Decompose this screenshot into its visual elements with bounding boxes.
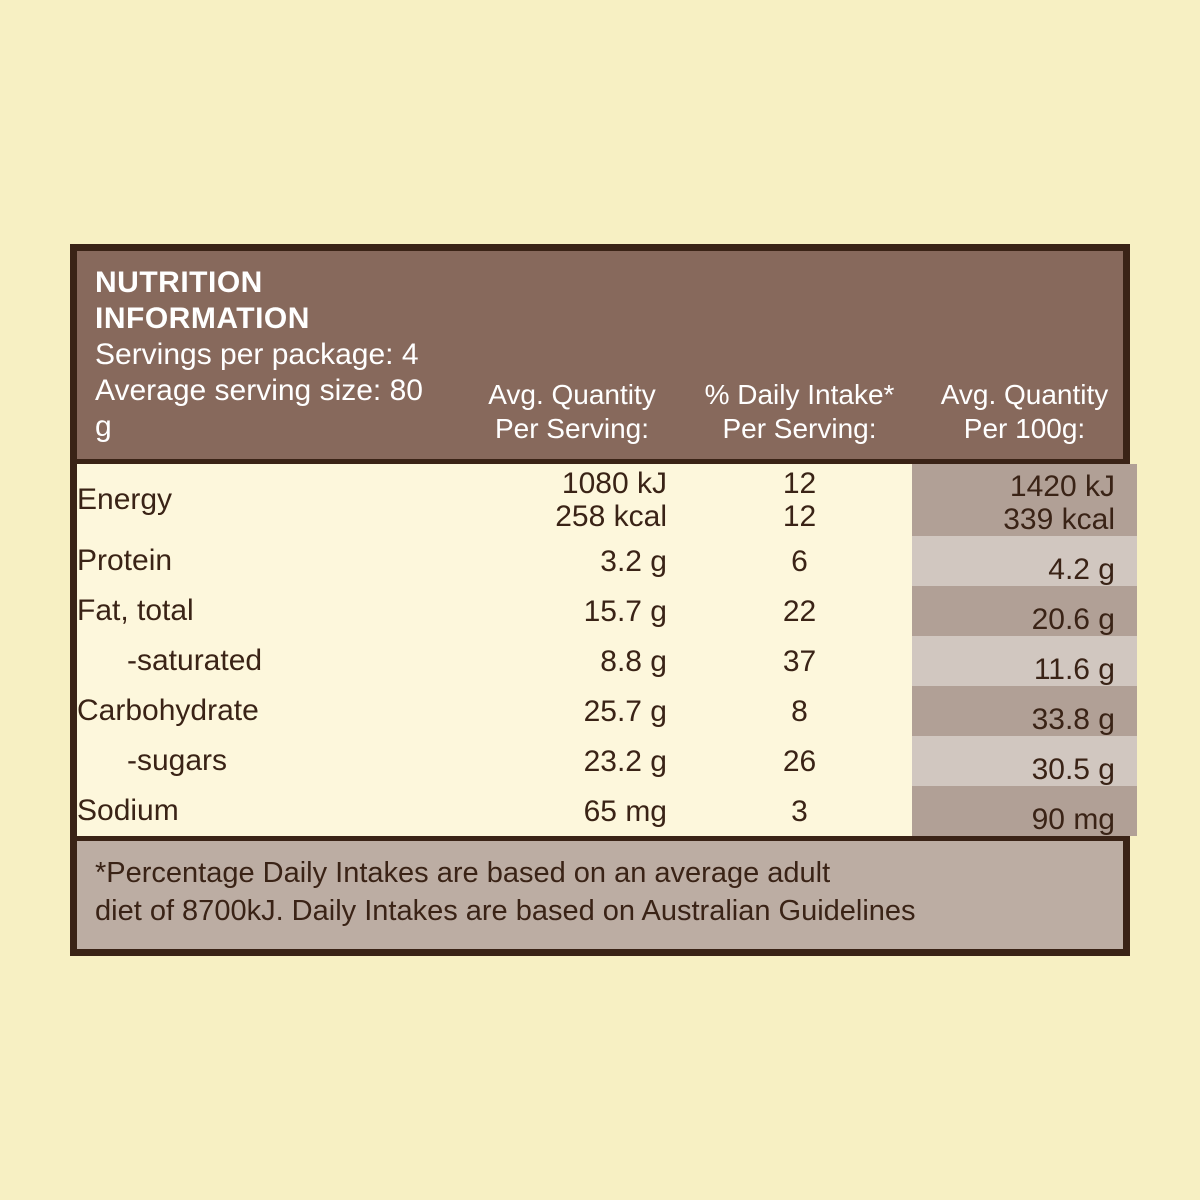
per-serving-value: 3.2 g [457, 536, 687, 586]
nutrition-panel: NUTRITION INFORMATION Servings per packa… [70, 244, 1130, 955]
nutrient-name-column: EnergyProteinFat, total-saturatedCarbohy… [77, 464, 457, 836]
per-serving-value: 25.7 g [457, 686, 687, 736]
column-header-line: Per Serving: [461, 412, 683, 446]
daily-intake-value: 1212 [687, 464, 912, 536]
daily-intake-value: 26 [687, 736, 912, 786]
nutrient-label: -sugars [77, 736, 457, 786]
per-100g-column: 1420 kJ339 kcal4.2 g20.6 g11.6 g33.8 g30… [912, 464, 1137, 836]
nutrient-label: Sodium [77, 786, 457, 836]
per-100g-value: 11.6 g [912, 636, 1137, 686]
footnote-line: *Percentage Daily Intakes are based on a… [95, 855, 1105, 893]
header-title-block: NUTRITION INFORMATION Servings per packa… [77, 251, 457, 459]
servings-per-package: Servings per package: 4 [95, 337, 447, 373]
per-100g-value: 1420 kJ339 kcal [912, 464, 1137, 536]
nutrient-label: -saturated [77, 636, 457, 686]
per-serving-value: 1080 kJ258 kcal [457, 464, 687, 536]
per-100g-value: 20.6 g [912, 586, 1137, 636]
footnote-line: diet of 8700kJ. Daily Intakes are based … [95, 893, 1105, 931]
column-header-line: % Daily Intake* [691, 378, 908, 412]
column-header-per-serving: Avg. Quantity Per Serving: [457, 251, 687, 459]
daily-intake-value: 37 [687, 636, 912, 686]
average-serving-size: Average serving size: 80 g [95, 373, 447, 445]
daily-intake-value: 8 [687, 686, 912, 736]
nutrient-label: Carbohydrate [77, 686, 457, 736]
per-serving-value: 65 mg [457, 786, 687, 836]
daily-intake-value: 3 [687, 786, 912, 836]
column-header-line: Avg. Quantity [461, 378, 683, 412]
per-100g-value: 33.8 g [912, 686, 1137, 736]
table-header: NUTRITION INFORMATION Servings per packa… [77, 251, 1123, 464]
per-100g-value: 90 mg [912, 786, 1137, 836]
per-serving-value: 15.7 g [457, 586, 687, 636]
daily-intake-column: 1212622378263 [687, 464, 912, 836]
column-header-line: Per 100g: [916, 412, 1133, 446]
panel-title: NUTRITION INFORMATION [95, 265, 447, 337]
per-100g-value: 30.5 g [912, 736, 1137, 786]
column-header-daily-intake: % Daily Intake* Per Serving: [687, 251, 912, 459]
daily-intake-value: 6 [687, 536, 912, 586]
column-header-line: Avg. Quantity [916, 378, 1133, 412]
nutrient-label: Fat, total [77, 586, 457, 636]
column-header-per-100g: Avg. Quantity Per 100g: [912, 251, 1137, 459]
nutrient-label: Protein [77, 536, 457, 586]
per-serving-value: 8.8 g [457, 636, 687, 686]
nutrient-label: Energy [77, 464, 457, 536]
per-serving-value: 23.2 g [457, 736, 687, 786]
footnote: *Percentage Daily Intakes are based on a… [77, 836, 1123, 948]
daily-intake-value: 22 [687, 586, 912, 636]
per-serving-column: 1080 kJ258 kcal3.2 g15.7 g8.8 g25.7 g23.… [457, 464, 687, 836]
table-body: EnergyProteinFat, total-saturatedCarbohy… [77, 464, 1123, 836]
column-header-line: Per Serving: [691, 412, 908, 446]
per-100g-value: 4.2 g [912, 536, 1137, 586]
